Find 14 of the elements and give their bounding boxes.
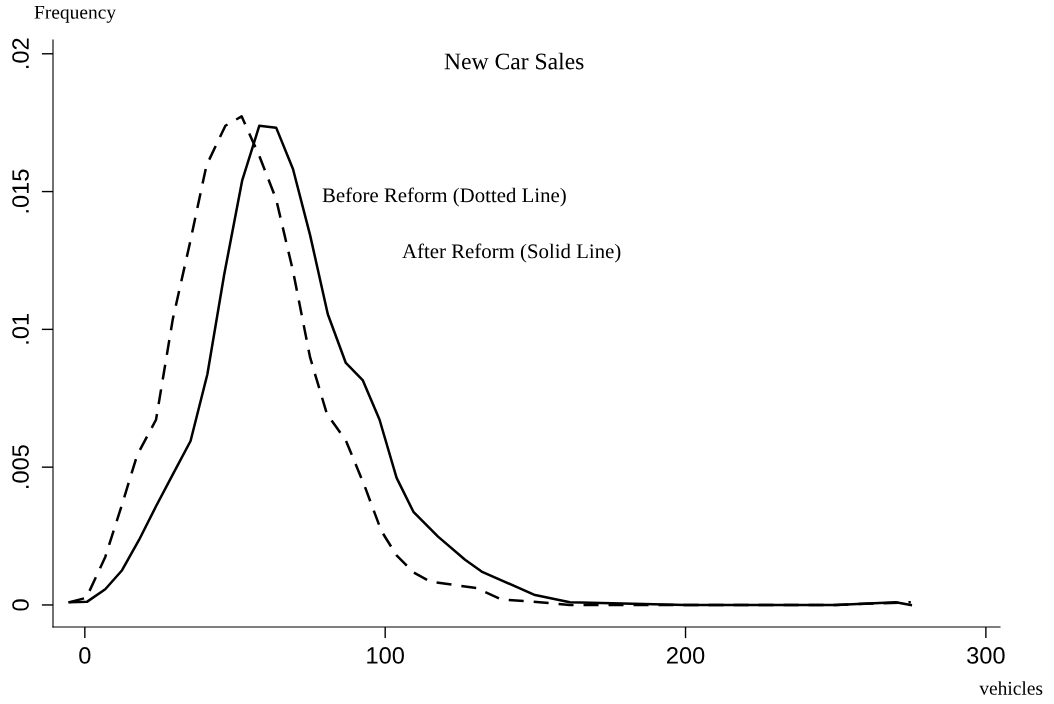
chart-title: New Car Sales [444,52,584,70]
x-axis-title: vehicles [979,681,1043,695]
y-tick-label: 0 [12,599,29,611]
x-tick-label: 200 [667,647,705,664]
y-tick-label: .005 [12,445,29,488]
x-tick-label: 100 [367,647,404,664]
annotation: Before Reform (Dotted Line) [322,187,566,207]
y-axis-title: Frequency [34,5,116,23]
x-tick-label: 0 [79,647,91,664]
y-tick-label: .015 [12,169,29,213]
y-tick-label: .02 [12,38,29,69]
annotation: After Reform (Solid Line) [402,243,621,263]
y-tick-label: .01 [12,314,29,344]
x-tick-label: 300 [967,647,1005,664]
